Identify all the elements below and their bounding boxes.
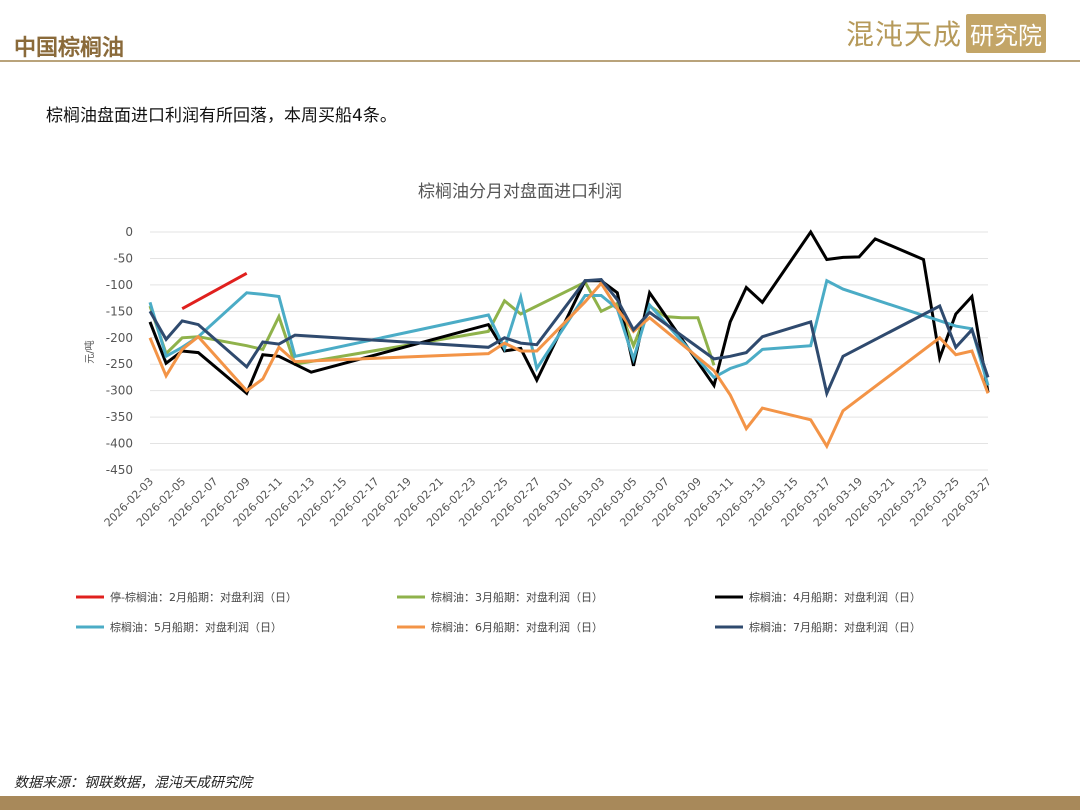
y-tick-label: -200 bbox=[106, 331, 133, 345]
brand-institute: 研究院 bbox=[966, 13, 1047, 53]
legend-item: 棕榈油：5月船期：对盘利润（日） bbox=[76, 620, 282, 634]
y-tick-label: -50 bbox=[113, 251, 133, 265]
legend-item: 停-棕榈油：2月船期：对盘利润（日） bbox=[76, 590, 297, 604]
y-tick-label: -400 bbox=[106, 437, 133, 451]
page-title: 中国棕榈油 bbox=[14, 35, 125, 61]
slide-subtitle: 棕榈油盘面进口利润有所回落，本周买船4条。 bbox=[46, 106, 397, 126]
y-tick-label: -150 bbox=[106, 304, 133, 318]
y-tick-label: 0 bbox=[125, 225, 133, 239]
legend-item: 棕榈油：4月船期：对盘利润（日） bbox=[715, 590, 921, 604]
legend-label: 棕榈油：7月船期：对盘利润（日） bbox=[749, 620, 921, 634]
profit-line-chart: 棕榈油分月对盘面进口利润 元/吨 0 -50 -100 -150 -200 -250 -30… bbox=[76, 182, 994, 634]
brand-logo: 混沌天成 研究院 bbox=[846, 13, 1047, 53]
y-tick-label: -350 bbox=[106, 410, 133, 424]
series-lines bbox=[148, 229, 990, 450]
x-axis-ticks: 2026-02-032026-02-052026-02-072026-02-09… bbox=[102, 475, 994, 529]
chart-legend: 停-棕榈油：2月船期：对盘利润（日） 棕榈油：3月船期：对盘利润（日） 棕榈油：4月… bbox=[76, 590, 921, 634]
legend-label: 停-棕榈油：2月船期：对盘利润（日） bbox=[110, 590, 297, 604]
legend-label: 棕榈油：5月船期：对盘利润（日） bbox=[110, 620, 282, 634]
y-tick-label: -450 bbox=[106, 463, 133, 477]
series-line-5 bbox=[148, 280, 990, 450]
legend-item: 棕榈油：7月船期：对盘利润（日） bbox=[715, 620, 921, 634]
legend-item: 棕榈油：6月船期：对盘利润（日） bbox=[397, 620, 603, 634]
series-line-3 bbox=[148, 229, 990, 396]
y-tick-label: -100 bbox=[106, 278, 133, 292]
legend-label: 棕榈油：6月船期：对盘利润（日） bbox=[431, 620, 603, 634]
legend-label: 棕榈油：4月船期：对盘利润（日） bbox=[749, 590, 921, 604]
series-line-2 bbox=[148, 280, 716, 366]
header-divider bbox=[0, 60, 1080, 62]
series-line-6 bbox=[148, 278, 990, 399]
chart-title: 棕榈油分月对盘面进口利润 bbox=[418, 182, 622, 202]
y-tick-label: -300 bbox=[106, 384, 133, 398]
data-source-note: 数据来源：钢联数据，混沌天成研究院 bbox=[14, 775, 252, 791]
y-axis-ticks: 0 -50 -100 -150 -200 -250 -300 -350 -400 -450 bbox=[106, 225, 133, 477]
y-tick-label: -250 bbox=[106, 357, 133, 371]
series-line-1 bbox=[181, 271, 248, 311]
y-axis-label: 元/吨 bbox=[83, 340, 96, 363]
legend-label: 棕榈油：3月船期：对盘利润（日） bbox=[431, 590, 603, 604]
series-line-4 bbox=[148, 278, 990, 386]
legend-item: 棕榈油：3月船期：对盘利润（日） bbox=[397, 590, 603, 604]
footer-bar bbox=[0, 796, 1080, 810]
brand-name: 混沌天成 bbox=[846, 18, 963, 51]
